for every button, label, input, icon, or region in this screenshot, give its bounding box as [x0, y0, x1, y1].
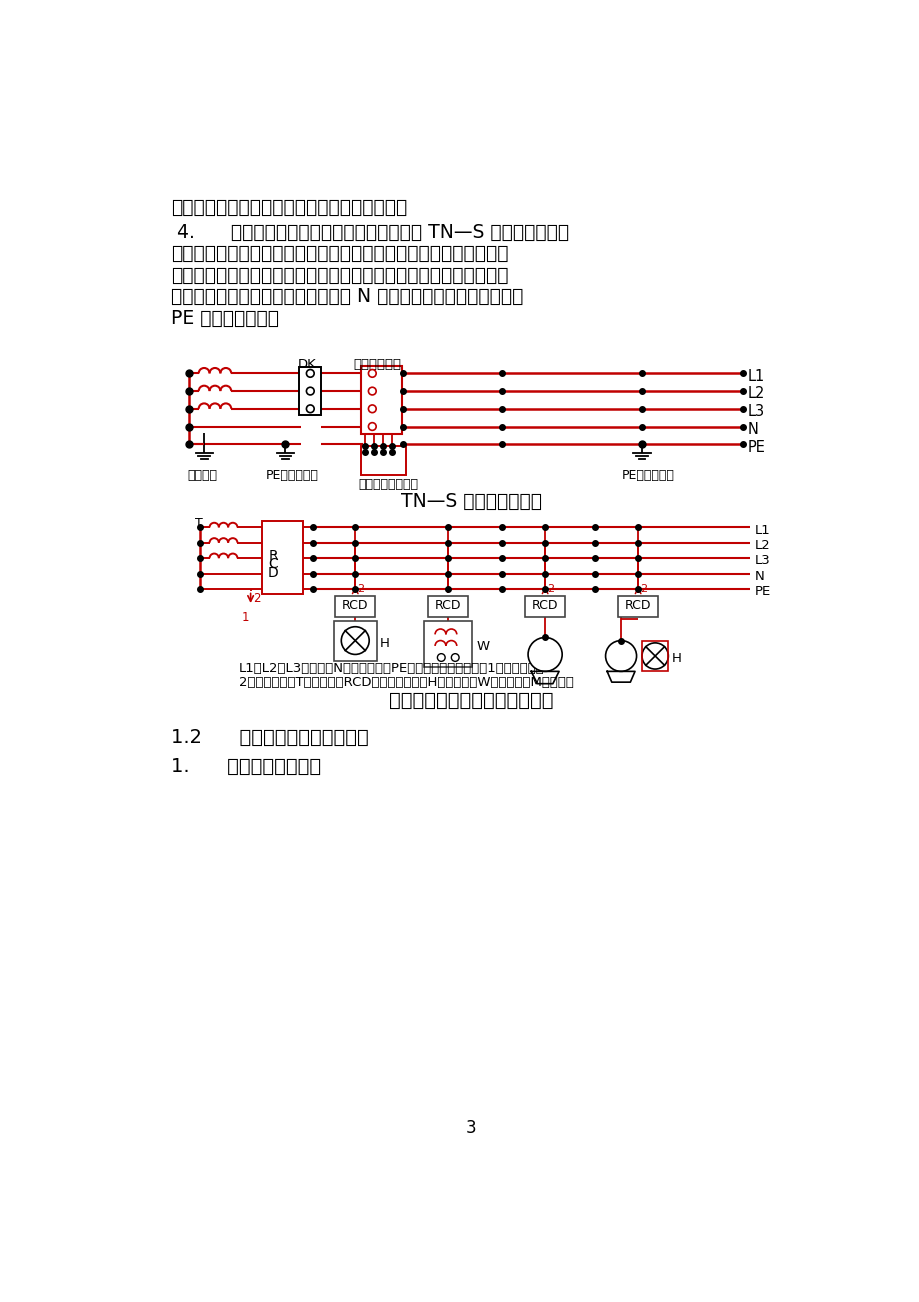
Circle shape: [341, 626, 369, 655]
Text: C: C: [268, 557, 278, 572]
Text: 2: 2: [547, 583, 554, 594]
Text: 2－重复接地；T－变压器；RCD－漏电保护器；H－照明器；W－电焊机；M－电动机: 2－重复接地；T－变压器；RCD－漏电保护器；H－照明器；W－电焊机；M－电动机: [239, 676, 573, 689]
Text: 1.2      临电施工方法和技术措施: 1.2 临电施工方法和技术措施: [171, 728, 369, 746]
Text: 漏电保护器使用接线方法示意图: 漏电保护器使用接线方法示意图: [389, 691, 553, 711]
Bar: [361, 366, 402, 434]
Bar: [299, 367, 321, 415]
Circle shape: [368, 423, 376, 431]
Text: M: M: [615, 646, 627, 660]
Text: H: H: [380, 637, 390, 650]
Text: L1: L1: [754, 523, 770, 536]
Circle shape: [437, 654, 445, 661]
Circle shape: [306, 387, 313, 395]
Text: 1.      临时用电施工要点: 1. 临时用电施工要点: [171, 756, 321, 776]
Text: L1、L2、L3－相线；N－工作零线；PE－保持零线、保护线；1－工作接地；: L1、L2、L3－相线；N－工作零线；PE－保持零线、保护线；1－工作接地；: [239, 663, 544, 676]
Text: T: T: [195, 517, 202, 530]
Text: H: H: [672, 652, 681, 665]
Text: 1: 1: [241, 611, 248, 624]
Bar: [334, 621, 377, 660]
Text: W: W: [476, 639, 489, 652]
Text: PE: PE: [746, 440, 765, 454]
Circle shape: [641, 643, 667, 669]
Text: RCD: RCD: [624, 599, 651, 612]
Text: 2: 2: [253, 592, 260, 605]
Polygon shape: [530, 672, 559, 684]
Text: 工作接地: 工作接地: [187, 469, 217, 482]
Bar: [262, 521, 302, 594]
Text: 4.      配电线路采用两级漏电保护，严格执行 TN—S 接零保护系统。: 4. 配电线路采用两级漏电保护，严格执行 TN—S 接零保护系统。: [171, 223, 568, 241]
Text: 用作保护零线或保护线的芯线。五芯电缆必须包含淡蓝、绿／黄二种: 用作保护零线或保护线的芯线。五芯电缆必须包含淡蓝、绿／黄二种: [171, 266, 508, 285]
Text: TN—S 接零保护系统图: TN—S 接零保护系统图: [401, 492, 541, 510]
Text: 2: 2: [357, 583, 364, 594]
Bar: [335, 596, 375, 617]
Text: RCD: RCD: [342, 599, 369, 612]
Text: RCD: RCD: [435, 599, 461, 612]
Text: R: R: [268, 549, 278, 562]
Circle shape: [605, 641, 636, 672]
Bar: [641, 641, 667, 672]
Bar: [618, 596, 658, 617]
Text: PE: PE: [754, 585, 770, 598]
Circle shape: [368, 370, 376, 378]
Text: N: N: [746, 422, 757, 437]
Text: PE 线，严禁混用。: PE 线，严禁混用。: [171, 309, 278, 328]
Text: D: D: [267, 566, 278, 579]
Text: 3: 3: [466, 1120, 476, 1137]
Circle shape: [306, 370, 313, 378]
Text: L2: L2: [746, 387, 764, 401]
Text: PE线重复接地: PE线重复接地: [621, 469, 674, 482]
Text: 施工现场供配电线路选用五芯电缆，电缆中必须包含全部工作芯线和: 施工现场供配电线路选用五芯电缆，电缆中必须包含全部工作芯线和: [171, 243, 508, 263]
Text: 电气设备金属外壳: 电气设备金属外壳: [358, 478, 418, 491]
Text: RCD: RCD: [531, 599, 558, 612]
Text: L3: L3: [746, 404, 764, 419]
Text: L3: L3: [754, 555, 770, 568]
Text: 及主要用电部位、区域附近或楼层设置分电箱。: 及主要用电部位、区域附近或楼层设置分电箱。: [171, 198, 406, 217]
Text: L1: L1: [746, 368, 764, 384]
Text: L2: L2: [754, 539, 770, 552]
Text: N: N: [754, 570, 764, 583]
Circle shape: [451, 654, 459, 661]
Text: PE线重复接地: PE线重复接地: [265, 469, 318, 482]
Text: DK: DK: [298, 358, 316, 371]
Circle shape: [528, 638, 562, 672]
Circle shape: [368, 405, 376, 413]
Bar: [525, 596, 564, 617]
Bar: [427, 596, 468, 617]
Bar: [361, 445, 406, 475]
Circle shape: [368, 387, 376, 395]
Text: M: M: [538, 643, 551, 658]
Polygon shape: [607, 672, 634, 682]
Circle shape: [306, 405, 313, 413]
Text: 2: 2: [640, 583, 647, 594]
Text: 总漏电保护器: 总漏电保护器: [353, 358, 402, 371]
Bar: [424, 621, 471, 667]
Text: 颜色绝缘芯线。淡蓝色芯线必须用作 N 线；绿／黄双色芯线必须用作: 颜色绝缘芯线。淡蓝色芯线必须用作 N 线；绿／黄双色芯线必须用作: [171, 288, 523, 306]
